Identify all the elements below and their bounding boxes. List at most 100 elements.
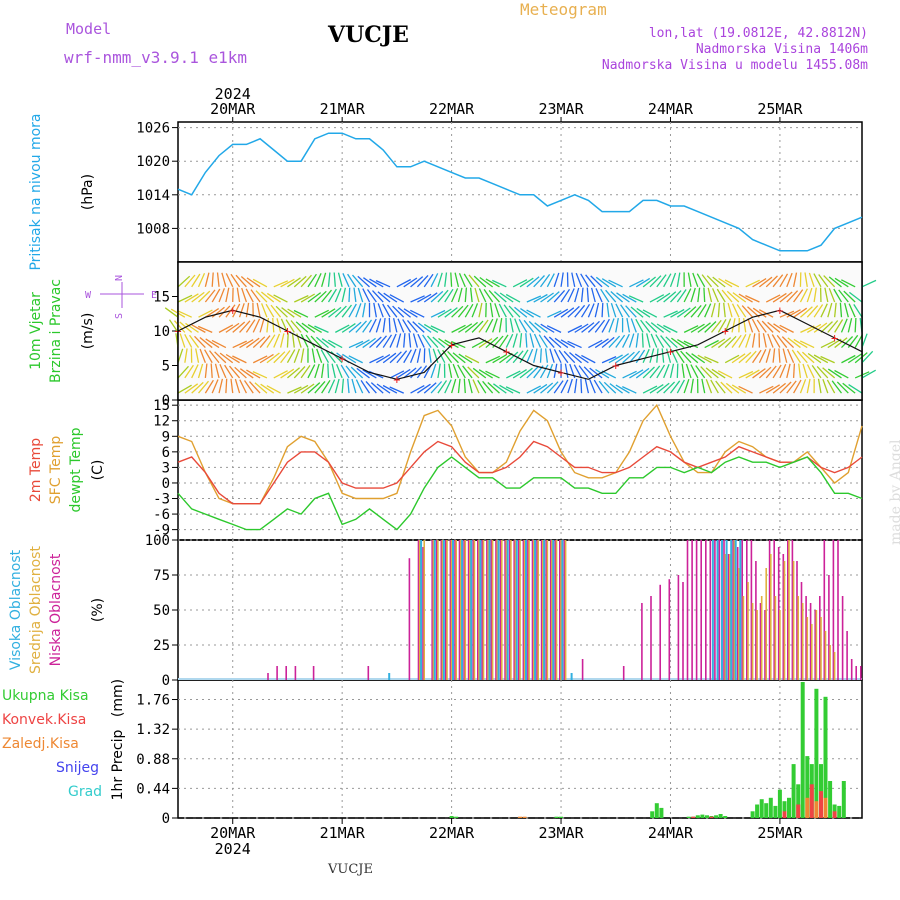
wind-barb [444,307,458,318]
wind-barb [773,323,788,333]
wind-barb [569,352,582,364]
wind-barb [738,370,754,379]
wind-barb [589,367,603,379]
wind-barb [717,337,732,349]
wind-barb [844,302,849,318]
cloud-bar [506,540,509,680]
wind-barb [333,272,336,287]
wind-barb [403,349,412,364]
wind-barb [663,381,676,394]
wind-barb [762,333,767,348]
wind-barb [649,384,664,394]
wind-barb [375,335,387,348]
wind-barb [573,364,583,379]
wind-barb [252,371,268,379]
wind-barb [703,287,706,303]
wind-barb [683,378,690,394]
precip-bar [841,781,846,818]
wind-barb [539,348,542,363]
cloud-bar [540,540,543,680]
wind-barb [198,290,211,303]
wind-barb [397,318,405,333]
cloud-bar [433,540,436,680]
precip-bar [814,801,819,818]
wind-barb [641,333,644,348]
wind-barb [622,386,637,394]
wind-barb [712,276,726,288]
panel-frame [177,121,863,263]
lonlat-info: lon,lat (19.0812E, 42.8812N) [648,26,868,41]
wind-barb [307,292,322,303]
wind-barb [195,348,200,363]
wind-barb [636,307,651,318]
wind-barb [642,276,657,288]
wind-barb [320,349,330,364]
precip-bar [659,807,664,818]
wind-barb [554,337,569,349]
wind-barb [585,274,596,288]
wind-barb [362,319,373,333]
wind-barb [720,381,733,394]
wind-barb [727,302,733,318]
wind-barb [635,367,650,379]
wind-barb [712,288,719,303]
wind-barb [276,318,282,333]
bottom-date-label: 25MAR [757,824,803,842]
wind-barb [239,339,254,349]
wind-barb [450,272,453,287]
wind-barb [820,321,833,333]
wind-barb [224,364,234,379]
wind-barb [295,321,309,333]
top-date-label: 21MAR [320,100,366,118]
top-date-label: 24MAR [648,100,694,118]
precip-bar [691,816,696,818]
wind-barb [362,302,366,318]
wind-barb [320,363,325,379]
wind-barb [745,333,752,348]
wind-barb [622,351,635,364]
wind-barb [266,385,281,394]
wind-barb [833,302,837,318]
wind-barb [820,355,835,364]
cloud-bar [729,554,731,680]
wind-barb [184,348,188,363]
wind-barb [246,277,261,288]
wind-barb [240,276,254,288]
wind-barb [362,369,377,379]
y-axis-label: (mm) [110,679,126,717]
wind-barb [225,287,230,303]
wind-barb [690,364,699,379]
wind-barb [341,287,347,303]
wind-barb [498,334,509,348]
wind-barb [519,333,523,348]
wind-barb [457,364,466,379]
wind-barb [834,337,848,349]
cloud-bar [777,547,780,680]
cloud-bar [435,540,438,680]
y-tick-label: 3 [162,460,170,476]
wind-barb [628,333,635,348]
y-tick-label: -9 [153,523,170,539]
wind-marker: + [831,331,838,345]
wind-barb [479,276,494,288]
wind-barb [546,291,560,303]
cloud-bar [508,540,511,680]
wind-barb [205,338,220,349]
wind-barb [417,293,432,303]
wind-barb [526,348,534,363]
wind-barb [826,379,836,394]
wind-barb [294,295,309,303]
wind-barb [705,379,713,394]
cloud-bar [479,540,482,680]
wind-barb [792,272,798,287]
wind-barb [745,350,757,364]
wind-barb [197,363,204,379]
precip-legend-entry: Zaledj.Kisa [2,736,79,752]
wind-barb [806,364,815,379]
y-tick-label: 0 [162,673,170,689]
wind-barb [492,279,507,288]
wind-barb [488,289,500,303]
wind-barb [362,288,371,303]
wind-barb [328,306,342,318]
bottom-date-label: 21MAR [320,824,366,842]
